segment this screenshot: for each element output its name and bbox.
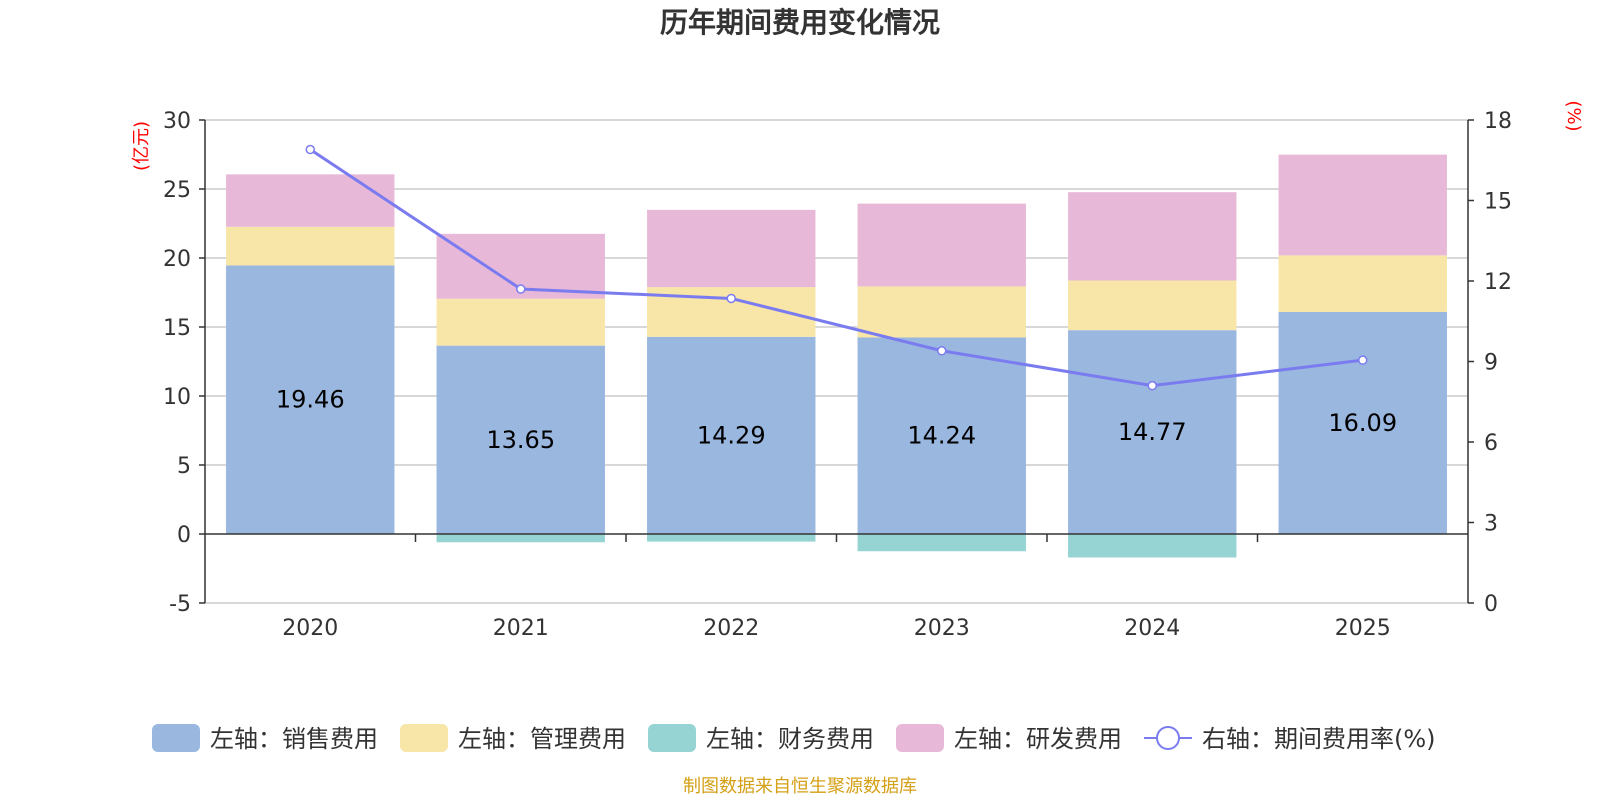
left-axis-unit: (亿元): [131, 121, 152, 171]
data-source-note: 制图数据来自恒生聚源数据库: [683, 776, 917, 797]
left-axis-tick-label: -5: [169, 592, 191, 617]
left-axis-tick-label: 25: [163, 178, 191, 203]
bar-segment: [436, 345, 605, 534]
x-axis-tick-label: 2022: [703, 616, 759, 641]
right-axis-tick-label: 3: [1484, 512, 1498, 537]
bar-data-label: 14.77: [1118, 418, 1187, 446]
right-axis-unit: (%): [1563, 100, 1584, 131]
legend-label: 左轴：销售费用: [210, 725, 378, 753]
bar-segment: [647, 534, 816, 542]
legend-label: 右轴：期间费用率(%): [1202, 725, 1436, 753]
bar-segment: [647, 336, 816, 534]
x-axis-tick-label: 2024: [1124, 616, 1180, 641]
rate-point: [1358, 355, 1368, 365]
legend-label: 左轴：财务费用: [706, 725, 874, 753]
bar-segment: [1068, 534, 1237, 558]
right-axis-tick-label: 12: [1484, 270, 1512, 295]
bar-data-label: 14.29: [697, 421, 766, 449]
rate-point: [726, 293, 736, 304]
rate-point: [516, 284, 526, 294]
left-axis-tick-label: 10: [163, 385, 191, 410]
rate-point: [305, 144, 315, 155]
bar-segment: [857, 203, 1026, 287]
rate-line: [309, 148, 1363, 388]
bar-segment: [857, 534, 1026, 552]
bar-segment: [857, 337, 1026, 534]
legend-swatch: [896, 724, 944, 752]
right-axis-tick-label: 18: [1484, 109, 1512, 134]
x-axis-tick-label: 2020: [282, 616, 338, 641]
bar-segment: [436, 298, 605, 346]
x-axis-tick-label: 2021: [493, 616, 549, 641]
right-axis-tick-label: 9: [1484, 351, 1498, 376]
bar-segment: [226, 265, 395, 534]
legend-marker: [1156, 726, 1180, 750]
legend-label: 左轴：管理费用: [458, 725, 626, 753]
legend-swatch: [400, 724, 448, 752]
bar-data-label: 13.65: [486, 426, 555, 454]
legend-swatch: [152, 724, 200, 752]
right-axis-tick-label: 15: [1484, 190, 1512, 215]
left-axis-tick-label: 15: [163, 316, 191, 341]
left-axis-tick-label: 20: [163, 247, 191, 272]
rate-point: [1147, 380, 1157, 391]
left-axis-tick-label: 0: [177, 523, 191, 548]
bar-data-label: 16.09: [1328, 409, 1397, 437]
bar-segment: [226, 174, 395, 227]
bar-segment: [1278, 255, 1447, 312]
rate-point: [937, 346, 947, 356]
bar-segment: [1278, 311, 1447, 534]
bar-segment: [1278, 154, 1447, 256]
bar-segment: [1068, 330, 1237, 534]
x-axis-tick-label: 2023: [914, 616, 970, 641]
bar-segment: [1068, 192, 1237, 281]
left-axis-tick-label: 5: [177, 454, 191, 479]
left-axis-tick-label: 30: [163, 109, 191, 134]
legend-swatch: [648, 724, 696, 752]
bar-segment: [647, 209, 816, 288]
x-axis-tick-label: 2025: [1335, 616, 1391, 641]
bar-segment: [857, 286, 1026, 338]
bar-segment: [1068, 280, 1237, 331]
right-axis-tick-label: 0: [1484, 592, 1498, 617]
legend-label: 左轴：研发费用: [954, 725, 1122, 753]
right-axis-tick-label: 6: [1484, 431, 1498, 456]
bar-data-label: 14.24: [907, 422, 976, 450]
bar-data-label: 19.46: [276, 386, 345, 414]
legend: 左轴：销售费用 左轴：管理费用 左轴：财务费用 左轴：研发费用 右轴：期间费用率(%): [152, 724, 1436, 753]
bar-segment: [226, 226, 395, 266]
chart-title: 历年期间费用变化情况: [660, 6, 940, 39]
bar-segment: [436, 534, 605, 543]
